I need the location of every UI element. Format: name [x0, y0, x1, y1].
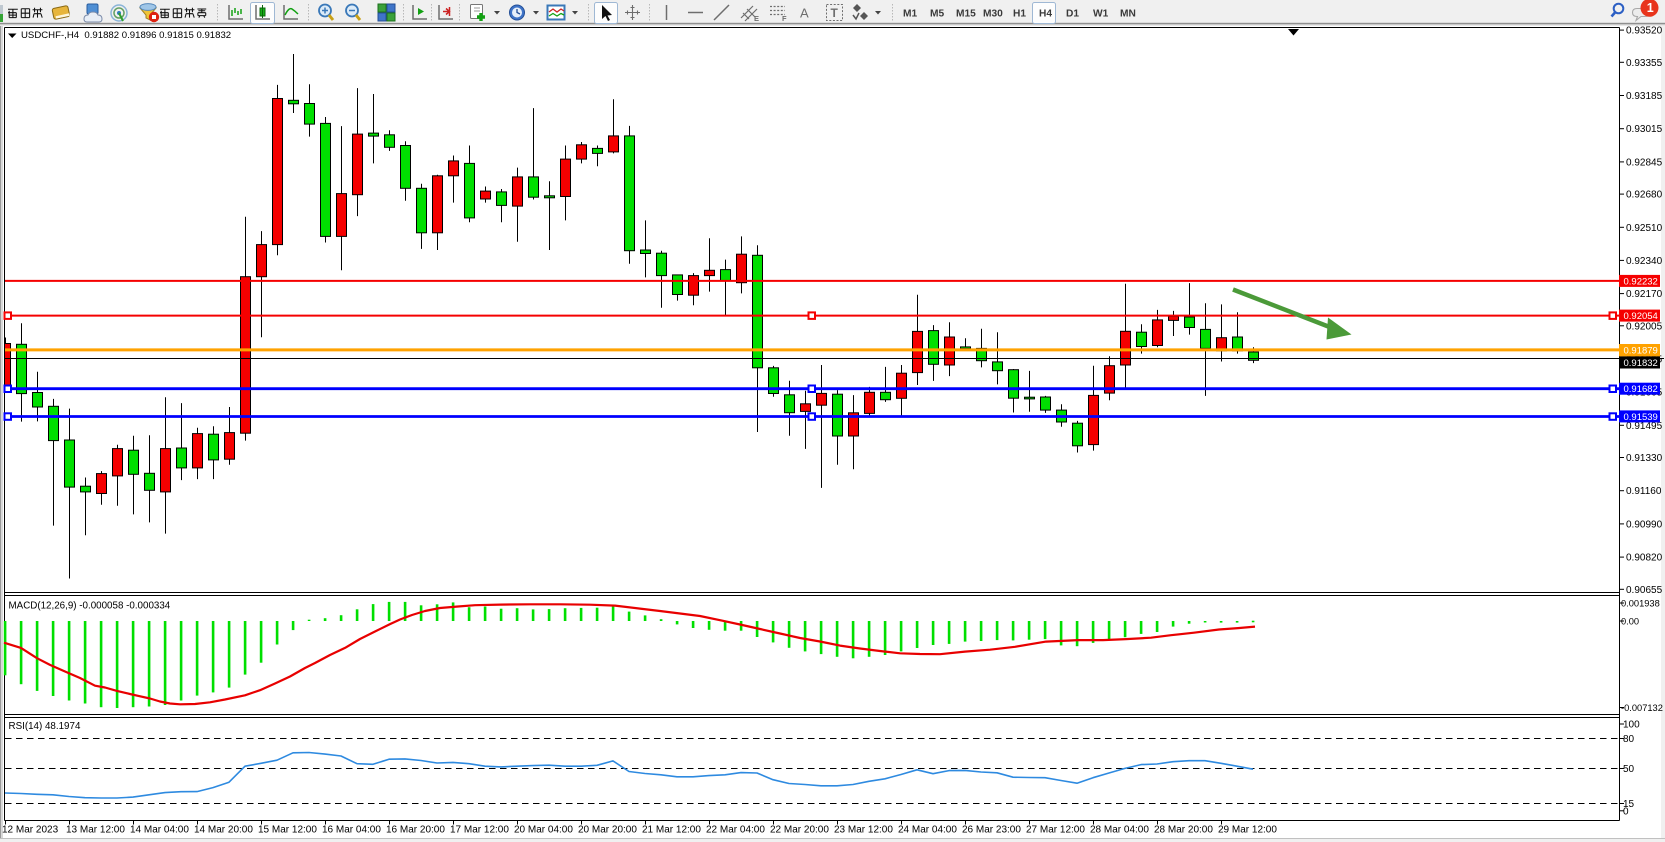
svg-text:0.93355: 0.93355 — [1626, 58, 1663, 69]
svg-text:-0.007132: -0.007132 — [1621, 703, 1663, 713]
svg-text:20 Mar 04:00: 20 Mar 04:00 — [514, 825, 573, 836]
svg-text:0.00: 0.00 — [1621, 617, 1639, 627]
svg-text:0.91539: 0.91539 — [1624, 412, 1658, 423]
svg-text:22 Mar 20:00: 22 Mar 20:00 — [770, 825, 829, 836]
svg-text:H1: H1 — [1013, 9, 1026, 20]
svg-text:29 Mar 12:00: 29 Mar 12:00 — [1218, 825, 1277, 836]
svg-text:20 Mar 20:00: 20 Mar 20:00 — [578, 825, 637, 836]
svg-text:1: 1 — [1647, 1, 1654, 15]
svg-text:0.92680: 0.92680 — [1626, 190, 1663, 201]
svg-text:D1: D1 — [1066, 9, 1079, 20]
svg-text:0.90990: 0.90990 — [1626, 519, 1663, 530]
svg-text:0.90655: 0.90655 — [1626, 585, 1663, 596]
svg-text:T: T — [831, 6, 839, 20]
svg-text:0.91879: 0.91879 — [1624, 346, 1658, 357]
svg-text:24 Mar 04:00: 24 Mar 04:00 — [898, 825, 957, 836]
svg-text:21 Mar 12:00: 21 Mar 12:00 — [642, 825, 701, 836]
svg-text:0.92340: 0.92340 — [1626, 256, 1663, 267]
svg-text:27 Mar 12:00: 27 Mar 12:00 — [1026, 825, 1085, 836]
svg-text:RSI(14) 48.1974: RSI(14) 48.1974 — [9, 721, 81, 732]
svg-text:0.90820: 0.90820 — [1626, 553, 1663, 564]
svg-text:13 Mar 12:00: 13 Mar 12:00 — [66, 825, 125, 836]
svg-text:26 Mar 23:00: 26 Mar 23:00 — [962, 825, 1021, 836]
svg-text:15 Mar 12:00: 15 Mar 12:00 — [258, 825, 317, 836]
svg-text:15: 15 — [1623, 799, 1635, 810]
svg-text:50: 50 — [1623, 764, 1635, 775]
svg-text:28 Mar 20:00: 28 Mar 20:00 — [1154, 825, 1213, 836]
svg-text:28 Mar 04:00: 28 Mar 04:00 — [1090, 825, 1149, 836]
svg-text:17 Mar 12:00: 17 Mar 12:00 — [450, 825, 509, 836]
svg-text:0.92054: 0.92054 — [1624, 311, 1658, 322]
svg-text:23 Mar 12:00: 23 Mar 12:00 — [834, 825, 893, 836]
svg-text:22 Mar 04:00: 22 Mar 04:00 — [706, 825, 765, 836]
svg-text:0.93015: 0.93015 — [1626, 124, 1663, 135]
svg-text:0.001938: 0.001938 — [1621, 599, 1660, 609]
svg-text:0: 0 — [1623, 806, 1629, 817]
svg-text:0.91495: 0.91495 — [1626, 421, 1663, 432]
svg-text:0.93185: 0.93185 — [1626, 91, 1663, 102]
svg-text:0.91330: 0.91330 — [1626, 453, 1663, 464]
svg-text:0.93520: 0.93520 — [1626, 26, 1663, 37]
svg-text:16 Mar 04:00: 16 Mar 04:00 — [322, 825, 381, 836]
svg-text:0.92845: 0.92845 — [1626, 157, 1663, 168]
svg-text:MN: MN — [1120, 9, 1136, 20]
svg-text:80: 80 — [1623, 734, 1635, 745]
svg-text:0.92510: 0.92510 — [1626, 223, 1663, 234]
svg-text:M30: M30 — [983, 9, 1003, 20]
svg-text:0.91832: 0.91832 — [1624, 358, 1658, 369]
svg-text:A: A — [800, 6, 809, 21]
svg-text:M1: M1 — [903, 9, 917, 20]
svg-text:0.92005: 0.92005 — [1626, 321, 1663, 332]
svg-text:14 Mar 20:00: 14 Mar 20:00 — [194, 825, 253, 836]
svg-text:F: F — [782, 14, 787, 23]
svg-text:14 Mar 04:00: 14 Mar 04:00 — [130, 825, 189, 836]
svg-text:0.92170: 0.92170 — [1626, 289, 1663, 300]
svg-text:0.92232: 0.92232 — [1624, 276, 1658, 287]
svg-text:16 Mar 20:00: 16 Mar 20:00 — [386, 825, 445, 836]
svg-text:MACD(12,26,9) -0.000058 -0.000: MACD(12,26,9) -0.000058 -0.000334 — [9, 600, 171, 611]
svg-text:12 Mar 2023: 12 Mar 2023 — [2, 825, 59, 836]
svg-text:H4: H4 — [1039, 9, 1052, 20]
svg-text:E: E — [754, 14, 759, 23]
svg-text:100: 100 — [1623, 720, 1640, 731]
svg-text:0.91160: 0.91160 — [1626, 486, 1662, 497]
svg-text:W1: W1 — [1093, 9, 1109, 20]
svg-text:M5: M5 — [930, 9, 944, 20]
svg-text:USDCHF-,H4 0.91882 0.91896 0.: USDCHF-,H4 0.91882 0.91896 0.91815 0.918… — [21, 30, 231, 41]
svg-text:M15: M15 — [956, 9, 976, 20]
svg-text:0.91682: 0.91682 — [1624, 384, 1658, 395]
